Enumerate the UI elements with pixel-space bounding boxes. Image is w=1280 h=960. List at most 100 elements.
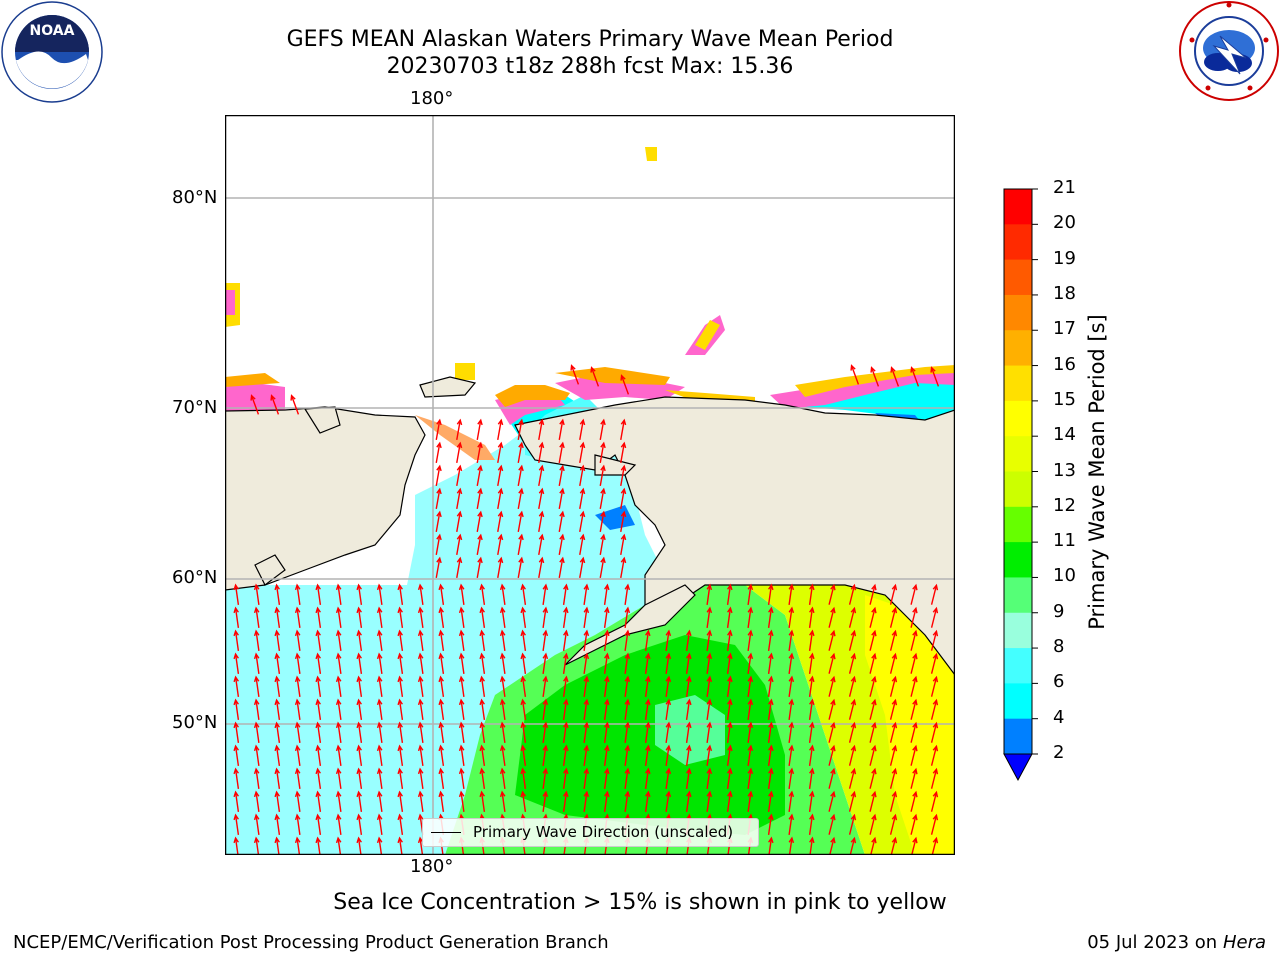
wave-arrow-head xyxy=(274,813,280,821)
wave-arrow-head xyxy=(747,606,754,614)
wave-arrow-head xyxy=(809,606,815,614)
wave-arrow xyxy=(456,420,461,440)
wave-arrow-head xyxy=(788,652,795,660)
wave-arrow-head xyxy=(768,836,774,844)
wave-arrow-head xyxy=(600,464,606,472)
wave-arrow xyxy=(706,630,711,652)
wave-arrow-head xyxy=(563,652,569,660)
wave-arrow-head xyxy=(294,721,301,729)
wave-arrow-head xyxy=(932,790,939,798)
wave-arrow xyxy=(234,630,240,652)
wave-arrow xyxy=(624,676,629,698)
wave-arrow xyxy=(435,489,441,509)
wave-arrow xyxy=(583,768,588,790)
wave-arrow xyxy=(889,746,897,766)
wave-arrow xyxy=(767,676,773,698)
wave-arrow xyxy=(456,535,461,555)
wave-arrow-head xyxy=(809,629,815,637)
wave-arrow xyxy=(685,791,691,813)
wave-arrow xyxy=(456,466,461,486)
wave-arrow xyxy=(706,676,711,698)
wave-arrow xyxy=(480,699,486,721)
wave-arrow-head xyxy=(850,583,857,591)
lat-label-80: 80°N xyxy=(172,187,218,208)
wave-arrow-head xyxy=(932,767,939,775)
wave-arrow-head xyxy=(932,606,939,614)
wave-arrow xyxy=(357,653,363,675)
wave-arrow xyxy=(910,700,917,720)
wave-arrow-head xyxy=(891,629,898,637)
wave-arrow-head xyxy=(624,652,631,660)
wave-arrow xyxy=(562,768,568,790)
wave-arrow xyxy=(620,443,625,463)
wave-arrow xyxy=(869,723,876,743)
wave-arrow-head xyxy=(294,675,301,683)
wave-arrow xyxy=(583,791,588,813)
colorbar-extend-arrow xyxy=(1003,753,1033,782)
wave-arrow xyxy=(706,722,711,744)
wave-arrow-head xyxy=(417,744,424,752)
wave-arrow-head xyxy=(891,836,898,844)
wave-arrow-head xyxy=(830,836,836,844)
wave-arrow-head xyxy=(497,533,504,541)
wave-arrow xyxy=(316,584,322,606)
wave-arrow xyxy=(706,768,711,790)
wave-arrow xyxy=(910,631,917,651)
wave-arrow-head xyxy=(542,767,549,775)
wave-arrow xyxy=(910,608,917,628)
wave-arrow-head xyxy=(912,744,918,752)
wave-arrow-head xyxy=(315,813,321,821)
wave-arrow xyxy=(460,607,465,629)
wave-arrow xyxy=(788,676,793,698)
wave-arrow xyxy=(930,367,940,387)
wave-arrow-head xyxy=(747,744,754,752)
wave-arrow xyxy=(234,676,240,698)
wave-arrow xyxy=(460,768,465,790)
wave-arrow-head xyxy=(624,629,631,637)
wave-arrow xyxy=(788,607,793,629)
wave-arrow-head xyxy=(590,366,596,373)
wave-arrow xyxy=(848,723,856,743)
wave-arrow-head xyxy=(788,583,795,591)
wave-arrow-head xyxy=(788,790,795,798)
wave-arrow-head xyxy=(274,721,280,729)
wave-arrow-head xyxy=(788,836,795,844)
wave-arrow xyxy=(517,489,523,509)
wave-arrow-head xyxy=(686,767,692,775)
wave-arrow xyxy=(439,699,445,721)
wave-arrow-head xyxy=(620,418,627,426)
wave-arrow xyxy=(767,768,773,790)
wave-arrow xyxy=(480,768,486,790)
wave-arrow xyxy=(357,584,363,606)
wave-arrow xyxy=(542,791,547,813)
wave-arrow-head xyxy=(768,698,774,706)
wave-arrow xyxy=(685,699,691,721)
wave-arrow xyxy=(296,722,301,744)
wave-arrow-head xyxy=(788,675,795,683)
lat-label-50: 50°N xyxy=(172,712,218,733)
wave-arrow-head xyxy=(809,675,815,683)
wave-arrow xyxy=(378,584,383,606)
wave-arrow xyxy=(869,815,876,835)
wave-arrow-head xyxy=(932,813,939,821)
wave-arrow-head xyxy=(830,813,836,821)
wave-arrow xyxy=(808,791,814,813)
wave-arrow xyxy=(869,792,876,812)
wave-arrow xyxy=(337,699,342,721)
wave-arrow-head xyxy=(417,790,424,798)
wave-arrow-head xyxy=(477,533,483,541)
wave-arrow-head xyxy=(583,744,590,752)
wave-arrow-head xyxy=(871,583,877,591)
wave-arrow xyxy=(665,791,670,813)
wave-arrow xyxy=(889,769,897,789)
wave-arrow-head xyxy=(891,675,898,683)
wave-arrow xyxy=(439,768,445,790)
wave-arrow-head xyxy=(706,583,713,591)
wave-arrow-head xyxy=(499,790,506,798)
wave-arrow xyxy=(497,466,502,486)
wave-arrow-head xyxy=(665,698,672,706)
wave-arrow-head xyxy=(620,556,627,564)
wave-arrow-head xyxy=(436,441,442,449)
wave-arrow-head xyxy=(624,744,631,752)
wave-arrow-head xyxy=(686,698,692,706)
